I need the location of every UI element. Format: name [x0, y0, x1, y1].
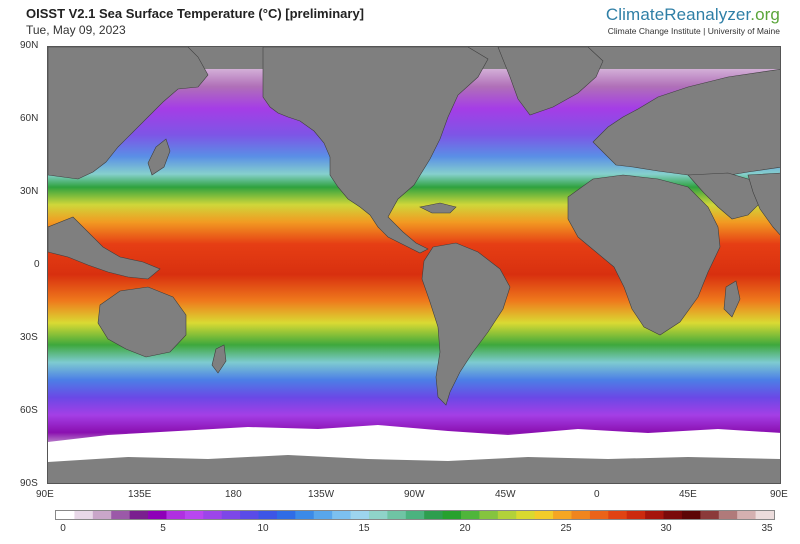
colorbar-swatch: [184, 511, 204, 519]
land-greenland: [497, 47, 604, 116]
lon-label: 0: [594, 489, 600, 500]
colorbar-swatch: [479, 511, 499, 519]
lat-label: 30S: [20, 332, 38, 343]
land-australia: [97, 286, 187, 358]
lat-label: 0: [34, 259, 40, 270]
colorbar-swatch: [350, 511, 370, 519]
colorbar-swatch: [240, 511, 260, 519]
colorbar-swatch: [589, 511, 609, 519]
colorbar-swatch: [387, 511, 407, 519]
colorbar-swatch: [608, 511, 628, 519]
colorbar-swatch: [718, 511, 738, 519]
map-title: OISST V2.1 Sea Surface Temperature (°C) …: [26, 6, 365, 21]
lon-label: 45E: [679, 489, 697, 500]
lon-label: 135E: [128, 489, 152, 500]
colorbar-swatch: [74, 511, 94, 519]
colorbar-swatch: [368, 511, 388, 519]
colorbar-swatch: [626, 511, 646, 519]
colorbar-swatch: [516, 511, 536, 519]
colorbar-swatch: [461, 511, 481, 519]
brand-logo-name: ClimateReanalyzer: [605, 5, 751, 24]
colorbar-tick: 10: [257, 523, 269, 534]
lon-label: 90E: [770, 489, 788, 500]
lon-label: 90W: [404, 489, 425, 500]
land-south-america: [421, 242, 511, 406]
land-africa: [567, 174, 721, 336]
colorbar-swatch: [332, 511, 352, 519]
colorbar-swatch: [737, 511, 757, 519]
brand-logo[interactable]: ClimateReanalyzer.org: [606, 5, 780, 25]
lon-label: 135W: [308, 489, 335, 500]
land-asia: [48, 47, 209, 180]
colorbar-swatch: [92, 511, 112, 519]
landmasses: [48, 47, 780, 406]
brand-logo-domain: .org: [750, 5, 780, 24]
land-caribbean: [419, 202, 457, 214]
colorbar-tick: 15: [358, 523, 370, 534]
land-india: [747, 172, 780, 236]
brand-block[interactable]: ClimateReanalyzer.org Climate Change Ins…: [606, 5, 780, 36]
land-north-america: [262, 47, 489, 254]
colorbar-swatch: [700, 511, 720, 519]
colorbar-swatch: [313, 511, 333, 519]
lat-label: 90S: [20, 478, 38, 489]
colorbar-swatch: [221, 511, 241, 519]
colorbar-swatch: [442, 511, 462, 519]
land-new-zealand: [211, 344, 227, 374]
colorbar-swatch: [681, 511, 701, 519]
land-antarctica: [48, 455, 780, 483]
map-date: Tue, May 09, 2023: [26, 23, 126, 37]
colorbar-swatch: [424, 511, 444, 519]
colorbar-swatch: [295, 511, 315, 519]
colorbar-tick: 5: [160, 523, 166, 534]
colorbar-swatch: [129, 511, 149, 519]
colorbar: [55, 510, 775, 520]
lat-label: 60S: [20, 405, 38, 416]
colorbar-swatch: [166, 511, 186, 519]
lon-label: 90E: [36, 489, 54, 500]
lon-label: 45W: [495, 489, 516, 500]
colorbar-swatch: [148, 511, 168, 519]
land-japan: [147, 138, 171, 176]
lat-label: 30N: [20, 186, 39, 197]
colorbar-swatch: [645, 511, 665, 519]
colorbar-swatch: [258, 511, 278, 519]
colorbar-swatch: [56, 511, 76, 519]
colorbar-swatch: [111, 511, 131, 519]
lat-label: 90N: [20, 40, 39, 51]
lon-label: 180: [225, 489, 242, 500]
land-madagascar: [723, 280, 741, 318]
colorbar-swatch: [534, 511, 554, 519]
colorbar-swatch: [755, 511, 774, 519]
colorbar-swatch: [405, 511, 425, 519]
colorbar-tick: 30: [660, 523, 672, 534]
colorbar-swatch: [497, 511, 517, 519]
colorbar-swatch: [276, 511, 296, 519]
colorbar-tick: 20: [459, 523, 471, 534]
sst-map[interactable]: [47, 46, 781, 484]
colorbar-swatch: [571, 511, 591, 519]
lat-label: 60N: [20, 113, 39, 124]
land-indonesia: [48, 216, 161, 280]
land-europe: [592, 68, 780, 178]
colorbar-swatch: [663, 511, 683, 519]
colorbar-tick: 25: [560, 523, 572, 534]
brand-subtitle: Climate Change Institute | University of…: [607, 26, 780, 36]
sst-map-canvas: [48, 47, 780, 483]
colorbar-swatch: [553, 511, 573, 519]
colorbar-swatch: [203, 511, 223, 519]
colorbar-tick: 35: [761, 523, 773, 534]
colorbar-swatches: [56, 511, 774, 519]
land-arabia: [687, 172, 767, 220]
colorbar-tick: 0: [60, 523, 66, 534]
